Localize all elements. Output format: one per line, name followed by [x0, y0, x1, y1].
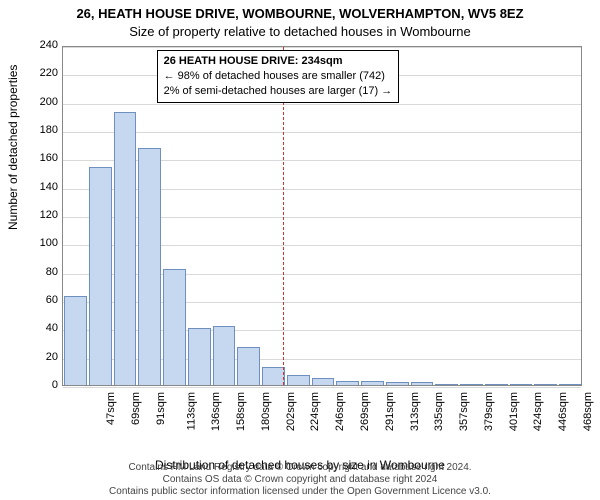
y-axis-label: Number of detached properties: [6, 65, 20, 230]
histogram-bar: [559, 384, 582, 385]
histogram-bar: [312, 378, 335, 385]
footer-line3: Contains public sector information licen…: [0, 486, 600, 498]
histogram-bar: [138, 148, 161, 385]
gridline: [63, 132, 581, 133]
y-tick-label: 120: [32, 209, 58, 221]
histogram-bar: [89, 167, 112, 385]
x-tick-label: 69sqm: [130, 392, 142, 425]
histogram-bar: [386, 382, 409, 385]
plot-area: 26 HEATH HOUSE DRIVE: 234sqm← 98% of det…: [62, 46, 582, 386]
x-tick-label: 335sqm: [433, 392, 445, 431]
histogram-bar: [64, 296, 87, 385]
x-tick-label: 424sqm: [532, 392, 544, 431]
x-tick-label: 202sqm: [285, 392, 297, 431]
y-tick-label: 160: [32, 152, 58, 164]
histogram-bar: [287, 375, 310, 385]
y-tick-label: 200: [32, 96, 58, 108]
x-tick-label: 47sqm: [105, 392, 117, 425]
y-tick-label: 40: [32, 322, 58, 334]
x-tick-label: 180sqm: [260, 392, 272, 431]
y-tick-label: 80: [32, 266, 58, 278]
y-tick-label: 140: [32, 181, 58, 193]
footer-line1: Contains HM Land Registry data © Crown c…: [0, 462, 600, 474]
chart-title-line1: 26, HEATH HOUSE DRIVE, WOMBOURNE, WOLVER…: [0, 6, 600, 21]
chart-title-line2: Size of property relative to detached ho…: [0, 24, 600, 39]
gridline: [63, 47, 581, 48]
y-tick-label: 220: [32, 67, 58, 79]
histogram-bar: [510, 384, 533, 385]
x-tick-label: 246sqm: [334, 392, 346, 431]
annotation-line2: ← 98% of detached houses are smaller (74…: [164, 69, 393, 84]
histogram-bar: [237, 347, 260, 385]
x-tick-label: 113sqm: [185, 392, 197, 430]
x-tick-label: 158sqm: [235, 392, 247, 431]
x-tick-label: 224sqm: [310, 392, 322, 431]
x-tick-label: 313sqm: [409, 392, 421, 431]
gridline: [63, 104, 581, 105]
x-tick-label: 91sqm: [155, 392, 167, 425]
histogram-bar: [163, 269, 186, 385]
x-tick-label: 468sqm: [582, 392, 594, 431]
annotation-header: 26 HEATH HOUSE DRIVE: 234sqm: [164, 54, 393, 69]
histogram-bar: [411, 382, 434, 385]
histogram-bar: [262, 367, 285, 385]
x-tick-label: 446sqm: [557, 392, 569, 431]
x-tick-label: 291sqm: [384, 392, 396, 431]
x-tick-label: 357sqm: [458, 392, 470, 431]
footer-credits: Contains HM Land Registry data © Crown c…: [0, 462, 600, 498]
x-tick-label: 136sqm: [211, 392, 223, 431]
y-tick-label: 100: [32, 237, 58, 249]
histogram-bar: [114, 112, 137, 385]
histogram-bar: [435, 384, 458, 385]
histogram-bar: [534, 384, 557, 385]
footer-line2: Contains OS data © Crown copyright and d…: [0, 474, 600, 486]
y-tick-label: 20: [32, 351, 58, 363]
annotation-box: 26 HEATH HOUSE DRIVE: 234sqm← 98% of det…: [157, 50, 400, 103]
x-tick-label: 379sqm: [483, 392, 495, 431]
histogram-bar: [336, 381, 359, 385]
x-tick-label: 269sqm: [359, 392, 371, 431]
histogram-bar: [460, 384, 483, 385]
histogram-bar: [213, 326, 236, 386]
histogram-bar: [485, 384, 508, 385]
annotation-line3: 2% of semi-detached houses are larger (1…: [164, 84, 393, 99]
y-tick-label: 60: [32, 294, 58, 306]
y-tick-label: 0: [32, 379, 58, 391]
gridline: [63, 387, 581, 388]
histogram-bar: [188, 328, 211, 385]
x-tick-label: 401sqm: [508, 392, 520, 431]
y-tick-label: 240: [32, 39, 58, 51]
y-tick-label: 180: [32, 124, 58, 136]
histogram-bar: [361, 381, 384, 385]
